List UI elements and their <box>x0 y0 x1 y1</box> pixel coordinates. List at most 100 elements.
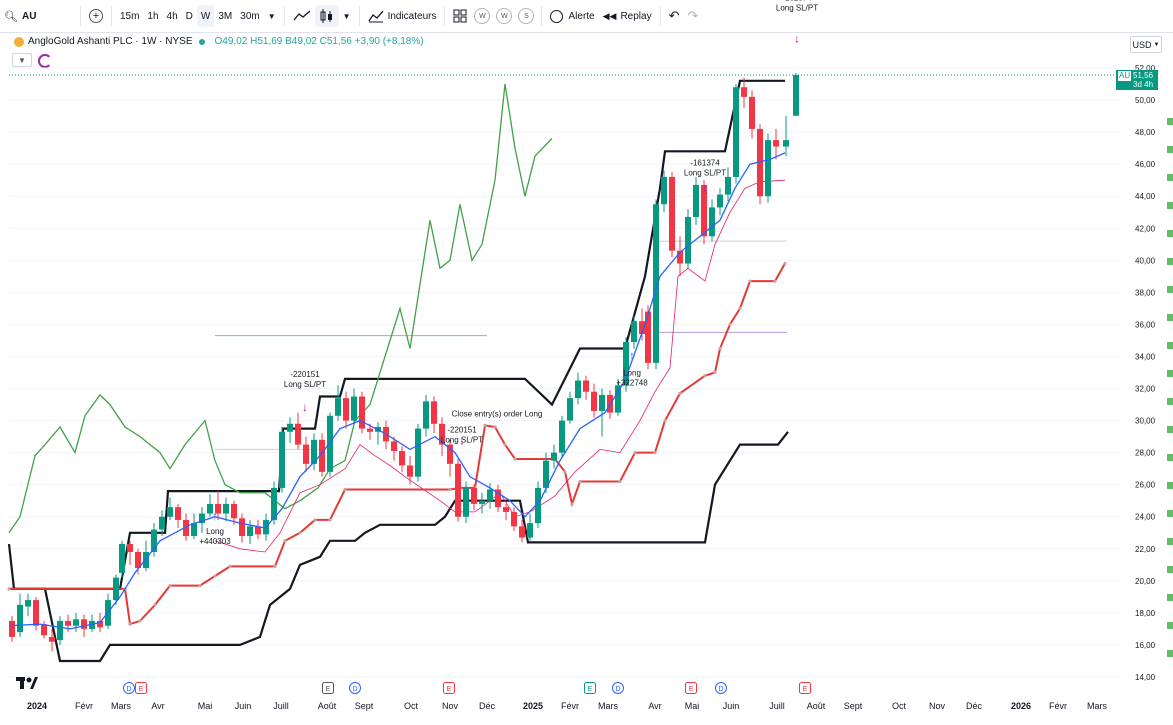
baseline-point <box>283 539 287 543</box>
line-chart-icon <box>293 10 311 21</box>
event-badge-label: D <box>615 686 620 693</box>
time-axis-label: Févr <box>75 701 93 711</box>
template-circle-s[interactable]: S <box>518 8 535 24</box>
annotation-text: Long SL/PT <box>284 380 326 389</box>
currency-selector[interactable]: USD ▼ <box>1130 36 1162 53</box>
event-badge[interactable]: E <box>685 682 697 694</box>
candles-icon <box>320 9 332 23</box>
divider <box>659 6 661 26</box>
baseline-point <box>678 391 682 395</box>
price-axis-label: 50,00 <box>1135 96 1156 105</box>
price-tag-symbol: AU <box>1118 71 1132 81</box>
time-axis-label: 2026 <box>1011 701 1031 711</box>
refresh-icon[interactable] <box>38 54 52 68</box>
interval-w[interactable]: W <box>196 5 215 27</box>
time-axis-label: Nov <box>929 701 946 711</box>
chart-type-candle-button[interactable] <box>314 5 339 27</box>
interval-d[interactable]: D <box>182 0 197 32</box>
redo-button[interactable]: ↷ <box>684 0 703 32</box>
divider <box>283 6 285 26</box>
candle <box>757 124 763 205</box>
scale-marker <box>1167 398 1173 405</box>
baseline-point <box>618 479 622 484</box>
time-axis-label: Nov <box>442 701 459 711</box>
event-badge[interactable]: E <box>135 682 147 694</box>
divider <box>110 6 112 26</box>
candle <box>559 415 565 458</box>
alert-button[interactable]: Alerte <box>546 0 598 32</box>
chart-type-dropdown[interactable]: ▼ <box>339 0 355 32</box>
candle <box>17 593 23 637</box>
interval-dropdown[interactable]: ▼ <box>264 0 280 32</box>
event-badge[interactable]: E <box>584 682 596 694</box>
interval-30m[interactable]: 30m <box>236 0 263 32</box>
scale-marker <box>1167 202 1173 209</box>
trade-annotation[interactable]: ↑ Long+322748 <box>616 349 648 388</box>
legend-collapse-button[interactable]: ▼ <box>12 53 32 67</box>
layouts-button[interactable] <box>449 0 471 32</box>
price-axis-label: 48,00 <box>1135 128 1156 137</box>
candle <box>447 439 453 477</box>
candle <box>343 391 349 429</box>
candle <box>295 412 301 450</box>
candle <box>383 420 389 450</box>
scale-marker <box>1167 314 1173 321</box>
baseline-point <box>570 502 574 506</box>
event-badge[interactable]: D <box>715 682 727 694</box>
undo-button[interactable]: ↶ <box>665 0 684 32</box>
baseline-point <box>328 518 332 522</box>
event-badge[interactable]: D <box>349 682 361 694</box>
candle <box>615 378 621 416</box>
event-badge[interactable]: E <box>443 682 455 694</box>
company-logo <box>14 36 24 47</box>
candle <box>415 423 421 482</box>
event-badge[interactable]: E <box>322 682 334 694</box>
template-circle-w2[interactable]: W <box>496 8 513 24</box>
candle <box>471 484 477 511</box>
compare-button[interactable]: + <box>85 0 107 32</box>
baseline-point <box>273 564 277 569</box>
price-axis-label: 18,00 <box>1135 609 1156 618</box>
event-badge-label: E <box>588 686 593 693</box>
candle <box>567 391 573 424</box>
replay-label: Replay <box>620 10 652 22</box>
baseline-point <box>633 451 637 455</box>
time-axis-label: Avr <box>151 701 164 711</box>
candle <box>303 436 309 472</box>
event-badge[interactable]: D <box>123 682 135 694</box>
time-axis-label: Oct <box>404 701 419 711</box>
baseline-point <box>128 622 132 626</box>
interval-4h[interactable]: 4h <box>163 0 182 32</box>
candle <box>793 72 799 116</box>
candle <box>175 503 181 528</box>
scale-marker <box>1167 482 1173 489</box>
indicators-button[interactable]: Indicateurs <box>364 0 441 32</box>
replay-button[interactable]: ◀◀ Replay <box>599 0 656 32</box>
time-axis-label: Mai <box>685 701 700 711</box>
event-badge[interactable]: D <box>612 682 624 694</box>
interval-1h[interactable]: 1h <box>143 0 162 32</box>
baseline-point <box>298 531 302 535</box>
chart-type-line-button[interactable] <box>289 0 315 32</box>
candle <box>685 209 691 269</box>
event-badge-label: D <box>126 686 131 693</box>
candle <box>591 383 597 418</box>
trade-annotation[interactable]: Close entry(s) order Long <box>452 410 543 419</box>
time-axis-label: Juill <box>273 701 289 711</box>
interval-3m[interactable]: 3M <box>214 0 236 32</box>
candle <box>159 510 165 536</box>
candle <box>725 167 731 202</box>
symbol-search[interactable]: 🔍︎ AU <box>0 0 76 32</box>
scale-marker <box>1167 566 1173 573</box>
candle <box>519 519 525 543</box>
event-badge[interactable]: E <box>799 682 811 694</box>
time-axis-label: Mars <box>1087 701 1107 711</box>
interval-15m[interactable]: 15m <box>116 0 143 32</box>
trade-annotation[interactable]: ↑ Long+440303 <box>199 509 231 546</box>
template-circle-w1[interactable]: W <box>474 8 491 24</box>
scale-marker <box>1167 454 1173 461</box>
